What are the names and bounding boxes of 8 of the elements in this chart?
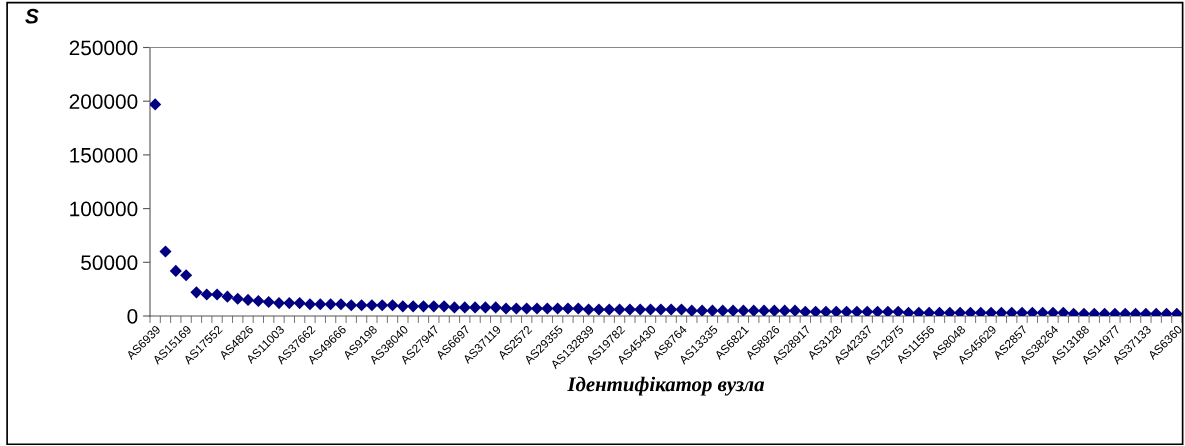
y-axis-title: S — [25, 8, 39, 24]
y-tick-label: 250000 — [69, 40, 138, 56]
y-tick-label: 150000 — [70, 147, 138, 163]
y-tick-label: 200000 — [69, 94, 138, 109]
y-tick-label: 50000 — [81, 255, 138, 271]
y-tick-label: 100000 — [70, 201, 138, 217]
x-axis-title: Ідентифікатор вузла — [567, 376, 765, 396]
y-tick-label: 0 — [127, 309, 138, 324]
